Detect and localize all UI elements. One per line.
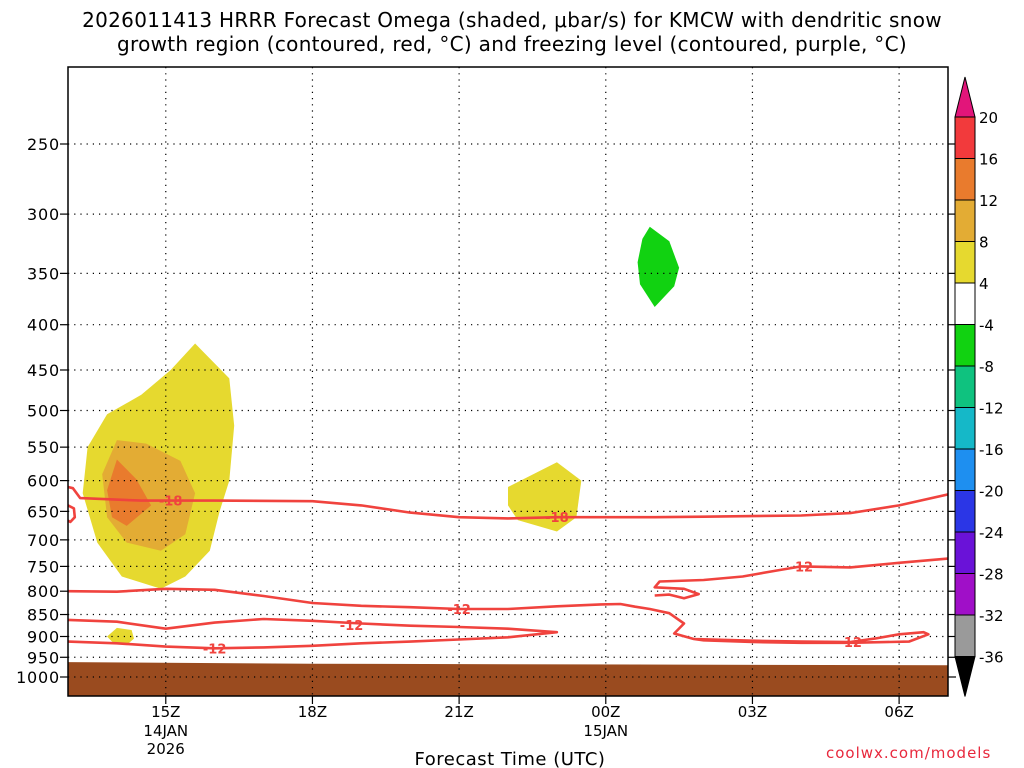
colorbar-bin--8--4 bbox=[954, 324, 976, 367]
contour-isotherm-minus12-right bbox=[653, 557, 948, 600]
site-credit: coolwx.com/models bbox=[826, 744, 992, 762]
y-tick-label-900: 900 bbox=[27, 627, 60, 646]
y-tick-label-700: 700 bbox=[27, 531, 60, 550]
colorbar-label--8: -8 bbox=[979, 358, 994, 376]
x-tick-label-03Z: 03Z bbox=[738, 703, 767, 721]
colorbar-label-12: 12 bbox=[979, 192, 998, 210]
y-tick-label-950: 950 bbox=[27, 648, 60, 667]
colorbar-bin--12--8 bbox=[954, 365, 976, 408]
colorbar-label--16: -16 bbox=[979, 441, 1004, 459]
colorbar-label-20: 20 bbox=[979, 109, 998, 127]
colorbar-label--36: -36 bbox=[979, 649, 1004, 667]
colorbar-label-8: 8 bbox=[979, 234, 989, 252]
contour-label-isotherm-minus18-0: -18 bbox=[159, 495, 183, 510]
colorbar-bin-16-20 bbox=[954, 116, 976, 159]
plot-frame bbox=[67, 66, 949, 697]
contour-label-isotherm-minus12-upper-0: -12 bbox=[447, 603, 471, 618]
chart-title: 2026011413 HRRR Forecast Omega (shaded, … bbox=[0, 8, 1024, 56]
y-tick-label-400: 400 bbox=[27, 316, 60, 335]
y-tick-label-450: 450 bbox=[27, 361, 60, 380]
colorbar-bin-4-8 bbox=[954, 241, 976, 284]
colorbar: 20 16 12 8 4 -4 -8 -12 -16 -20 -24 -28 -32 -36 bbox=[954, 76, 1004, 697]
y-tick-label-650: 650 bbox=[27, 502, 60, 521]
colorbar-bin--32--28 bbox=[954, 573, 976, 616]
contour-label-isotherm-minus12-lower-0: -12 bbox=[340, 619, 364, 634]
y-tick-label-1000: 1000 bbox=[16, 668, 60, 687]
contour-isotherm-minus12-upper bbox=[68, 587, 930, 645]
omega-shading-layer bbox=[68, 226, 948, 696]
colorbar-bin--36--32 bbox=[954, 614, 976, 657]
colorbar-bin--28--24 bbox=[954, 531, 976, 574]
y-tick-label-600: 600 bbox=[27, 472, 60, 491]
contour-label-isotherm-minus12-right-0: -12 bbox=[790, 560, 814, 575]
y-tick-label-800: 800 bbox=[27, 582, 60, 601]
chart-title-line-2: growth region (contoured, red, °C) and f… bbox=[117, 32, 907, 56]
colorbar-label--12: -12 bbox=[979, 400, 1004, 418]
x-tick-sublabel-00Z-0: 15JAN bbox=[583, 722, 628, 740]
colorbar-label-16: 16 bbox=[979, 151, 998, 169]
contour-isotherm-minus18-edge bbox=[68, 504, 77, 524]
contour-isotherm-minus18 bbox=[68, 485, 948, 520]
contour-label-isotherm-minus12-upper-1: -12 bbox=[838, 636, 862, 651]
contour-layer: -18 -18 -12 -12 -12 -12 -12 bbox=[68, 485, 948, 657]
y-tick-label-350: 350 bbox=[27, 264, 60, 283]
chart-title-line-1: 2026011413 HRRR Forecast Omega (shaded, … bbox=[82, 8, 942, 32]
shade-ground bbox=[68, 662, 948, 696]
y-tick-label-750: 750 bbox=[27, 557, 60, 576]
x-axis-label: Forecast Time (UTC) bbox=[415, 749, 606, 768]
shade-omega-4-8-mid bbox=[508, 462, 582, 532]
colorbar-label--32: -32 bbox=[979, 607, 1004, 625]
colorbar-bin-8-12 bbox=[954, 199, 976, 242]
y-tick-label-550: 550 bbox=[27, 438, 60, 457]
colorbar-bin--16--12 bbox=[954, 407, 976, 450]
shade-omega-12-16 bbox=[107, 459, 152, 526]
x-tick-sublabel-15Z-1: 2026 bbox=[147, 740, 185, 758]
x-tick-label-21Z: 21Z bbox=[444, 703, 473, 721]
x-tick-label-06Z: 06Z bbox=[884, 703, 913, 721]
colorbar-bin--20--16 bbox=[954, 448, 976, 491]
contour-label-isotherm-minus18-1: -18 bbox=[545, 511, 569, 526]
x-tick-sublabel-15Z-0: 14JAN bbox=[143, 722, 188, 740]
colorbar-label-4: 4 bbox=[979, 275, 989, 293]
axis-layer: 250 300 350 400 450 500 550 600 650 700 750 800 850 9… bbox=[16, 135, 956, 758]
x-tick-label-00Z: 00Z bbox=[591, 703, 620, 721]
y-tick-label-250: 250 bbox=[27, 135, 60, 154]
colorbar-bottom-arrow bbox=[954, 656, 976, 697]
colorbar-bin-12-16 bbox=[954, 158, 976, 201]
x-tick-label-18Z: 18Z bbox=[298, 703, 327, 721]
x-tick-label-15Z: 15Z bbox=[151, 703, 180, 721]
shade-omega-4-8-small-low bbox=[107, 627, 134, 645]
colorbar-label--4: -4 bbox=[979, 317, 994, 335]
colorbar-label--28: -28 bbox=[979, 566, 1004, 584]
y-tick-label-850: 850 bbox=[27, 606, 60, 625]
colorbar-label--24: -24 bbox=[979, 524, 1004, 542]
plot-frame-layer bbox=[67, 66, 949, 697]
colorbar-label--20: -20 bbox=[979, 483, 1004, 501]
colorbar-bin--4-4 bbox=[954, 282, 976, 325]
y-tick-label-300: 300 bbox=[27, 205, 60, 224]
colorbar-bin--24--20 bbox=[954, 490, 976, 533]
contour-isotherm-minus12-lower bbox=[68, 617, 559, 650]
y-tick-label-500: 500 bbox=[27, 402, 60, 421]
contour-label-isotherm-minus12-lower-1: -12 bbox=[203, 642, 227, 657]
colorbar-top-arrow bbox=[954, 76, 976, 118]
shade-omega-neg4-neg8 bbox=[637, 226, 680, 307]
